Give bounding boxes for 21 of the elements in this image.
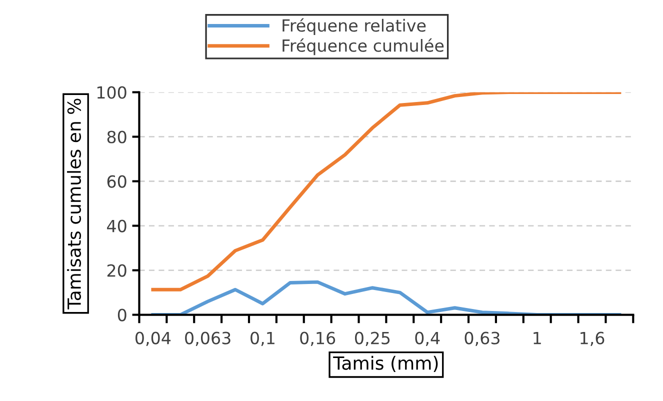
x-tick-label: 0,4 [415,332,440,346]
x-tick-label: 0,04 [135,332,171,346]
x-tick-label: 0,16 [300,332,336,346]
x-tick-label: 0,1 [250,332,274,346]
x-tick-label: 0,63 [464,332,500,346]
y-tick-label: 60 [107,175,126,188]
x-tick-label: 1 [534,332,541,344]
x-tick-label: 0,25 [355,332,390,346]
y-tick-label: 100 [97,86,126,99]
y-axis-title: Tamisats cumules en % [67,98,82,310]
y-tick-label: 20 [107,264,126,277]
legend-label: Fréquence cumulée [282,38,444,56]
y-tick-label: 40 [107,220,126,232]
x-tick-label: 0,063 [185,332,230,346]
line-series [151,280,622,315]
y-tick-label: 80 [107,130,126,144]
legend-label: Fréquene relative [282,18,426,36]
line-series [151,92,622,292]
x-axis-title: Tamis (mm) [333,356,438,372]
x-tick-label: 1,6 [580,332,604,346]
y-tick-label: 0 [118,308,126,322]
